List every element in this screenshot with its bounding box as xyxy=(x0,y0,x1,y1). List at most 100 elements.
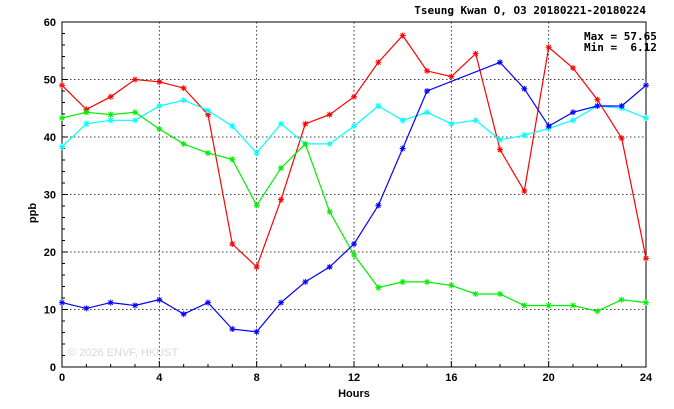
series-4-marker xyxy=(253,328,260,335)
series-3-marker xyxy=(424,278,430,285)
x-tick-label: 4 xyxy=(156,372,163,384)
x-tick-label: 0 xyxy=(59,372,65,384)
series-3-marker xyxy=(618,296,625,303)
series-group xyxy=(59,32,649,335)
series-2-marker xyxy=(375,102,382,109)
series-3-marker xyxy=(399,278,406,285)
series-2-marker xyxy=(229,123,236,130)
series-2-marker xyxy=(83,120,90,127)
series-1-marker xyxy=(643,255,649,262)
series-2-marker xyxy=(107,117,114,124)
series-4-marker xyxy=(326,263,333,270)
series-2-marker xyxy=(180,97,187,104)
series-2-marker xyxy=(643,115,649,122)
series-3-marker xyxy=(205,150,211,157)
series-4-marker xyxy=(107,299,114,306)
series-2-marker xyxy=(156,102,163,109)
series-2-marker xyxy=(253,150,260,157)
y-tick-label: 60 xyxy=(44,17,56,29)
series-1-marker xyxy=(424,67,430,74)
y-axis-label: ppb xyxy=(27,203,39,223)
series-3-marker xyxy=(594,308,601,315)
max-annotation: Max = 57.65 xyxy=(584,30,657,43)
series-4-marker xyxy=(594,102,601,109)
series-2-marker xyxy=(570,117,576,124)
series-1-marker xyxy=(375,59,382,66)
series-2-marker xyxy=(205,107,211,114)
y-tick-label: 30 xyxy=(44,190,56,202)
y-tick-label: 50 xyxy=(44,75,56,87)
series-4-marker xyxy=(302,278,309,285)
series-2-marker xyxy=(521,132,528,139)
x-tick-label: 8 xyxy=(254,372,260,384)
series-1-marker xyxy=(132,76,138,83)
series-4-marker xyxy=(59,299,65,306)
series-1-marker xyxy=(545,44,552,51)
series-2-marker xyxy=(351,123,357,130)
series-2-marker xyxy=(132,117,138,124)
y-tick-label: 10 xyxy=(44,305,56,317)
series-2-marker xyxy=(448,120,455,127)
series-3-marker xyxy=(448,282,455,289)
series-3-marker xyxy=(545,302,552,309)
series-1-marker xyxy=(618,135,625,142)
series-3-marker xyxy=(229,156,236,163)
series-4-marker xyxy=(205,299,211,306)
series-3-marker xyxy=(326,208,333,215)
series-3-marker xyxy=(351,251,357,258)
series-1-marker xyxy=(326,111,333,118)
chart-title: Tseung Kwan O, O3 20180221-20180224 xyxy=(414,4,646,17)
series-2-marker xyxy=(424,109,430,116)
series-4-marker xyxy=(132,302,138,309)
series-4-marker xyxy=(399,145,406,152)
x-tick-label: 16 xyxy=(445,372,457,384)
series-1-marker xyxy=(472,50,479,57)
series-1-marker xyxy=(278,196,284,203)
axis-ticks: 0 4 8 12 16 20 24 0 10 20 30 40 50 60 xyxy=(44,17,653,384)
series-1-marker xyxy=(521,188,528,195)
series-2-marker xyxy=(399,117,406,124)
series-1-marker xyxy=(302,120,309,127)
series-1-marker xyxy=(594,96,601,103)
series-1-marker xyxy=(497,146,503,153)
x-tick-label: 20 xyxy=(543,372,555,384)
series-3-marker xyxy=(497,290,503,297)
series-3-marker xyxy=(83,109,90,116)
series-1-marker xyxy=(107,93,114,100)
x-tick-label: 24 xyxy=(640,372,653,384)
series-4-marker xyxy=(278,299,284,306)
series-1-marker xyxy=(205,111,211,118)
series-4-marker xyxy=(180,311,187,318)
series-1-marker xyxy=(570,65,576,71)
series-3-marker xyxy=(59,115,65,122)
series-4-marker xyxy=(375,202,382,209)
series-3-marker xyxy=(570,302,576,309)
series-4-marker xyxy=(545,123,552,130)
series-1-marker xyxy=(156,78,163,85)
series-3-marker xyxy=(278,165,284,172)
series-1-marker xyxy=(229,240,236,247)
x-axis-label: Hours xyxy=(338,388,370,400)
series-1-marker xyxy=(253,263,260,270)
series-3-marker xyxy=(375,284,382,291)
series-3-marker xyxy=(132,109,138,116)
series-4-marker xyxy=(643,82,649,89)
series-4-marker xyxy=(424,88,430,94)
y-tick-label: 0 xyxy=(50,362,56,374)
series-2-marker xyxy=(278,120,284,127)
y-tick-label: 20 xyxy=(44,247,56,259)
series-3-marker xyxy=(107,111,114,118)
series-3-marker xyxy=(472,290,479,297)
series-2-marker xyxy=(472,117,479,124)
grid-lines xyxy=(62,22,646,367)
series-3-marker xyxy=(180,140,187,147)
series-4-marker xyxy=(497,59,503,66)
series-4-marker xyxy=(351,240,357,247)
series-3-marker xyxy=(521,302,528,309)
series-1-marker xyxy=(59,82,65,89)
y-tick-label: 40 xyxy=(44,132,56,144)
x-tick-label: 12 xyxy=(348,372,360,384)
series-1-marker xyxy=(399,32,406,39)
series-1-marker xyxy=(351,93,357,100)
